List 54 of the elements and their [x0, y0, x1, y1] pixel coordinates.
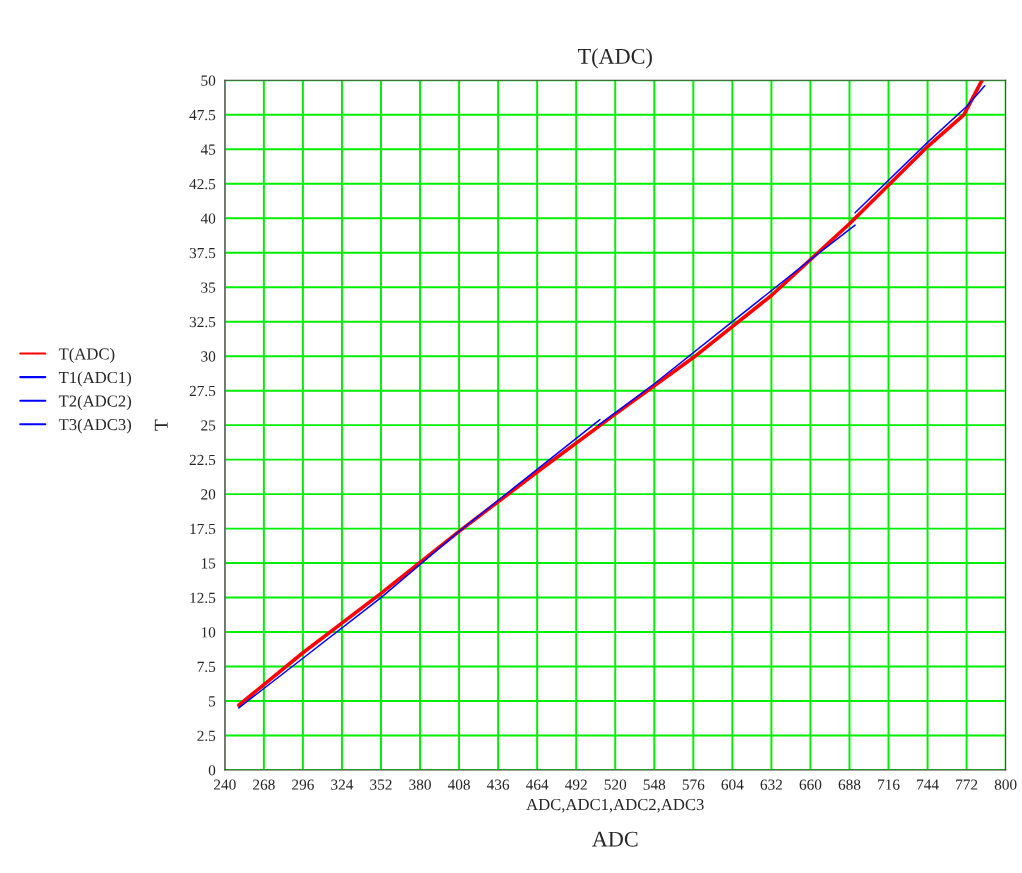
legend-label: T2(ADC2) — [58, 394, 132, 411]
x-tick-label: 268 — [253, 779, 275, 790]
x-tick-label: 436 — [486, 779, 510, 790]
x-tick-label: 716 — [878, 779, 900, 790]
x-tick-label: 576 — [682, 779, 705, 790]
y-axis-title: T — [154, 419, 168, 431]
text: ADC — [592, 831, 638, 847]
line-series — [854, 85, 986, 214]
y-tick-label: 42.5 — [189, 178, 216, 190]
legend-label: T3(ADC3) — [58, 418, 132, 434]
chart-title: T(ADC) — [578, 48, 652, 69]
legend-label: T(ADC) — [58, 347, 115, 363]
y-tick-label: 25 — [201, 420, 216, 431]
legend-label: T1(ADC1) — [58, 371, 132, 387]
x-tick-label: 492 — [565, 779, 587, 790]
x-tick-label: 660 — [799, 779, 822, 790]
x-tick-label: 296 — [292, 779, 314, 790]
x-tick-label: 380 — [409, 779, 431, 790]
x-tick-label: 744 — [917, 779, 939, 790]
y-tick-label: 20 — [201, 489, 216, 500]
y-tick-label: 47.5 — [189, 110, 216, 121]
x-tick-label: 240 — [214, 779, 236, 790]
y-tick-label: 40 — [200, 213, 216, 224]
x-tick-label: 632 — [760, 779, 783, 790]
y-tick-label: 30 — [201, 351, 216, 362]
y-tick-label: 10 — [201, 627, 216, 638]
x-tick-label: 604 — [721, 779, 744, 790]
y-tick-label: 35 — [201, 282, 216, 293]
y-tick-label: 17.5 — [190, 523, 216, 535]
x-tick-label: 548 — [643, 779, 666, 790]
x-axis-title: ADC,ADC1,ADC2,ADC3 — [526, 798, 704, 813]
x-tick-label: 464 — [526, 779, 549, 790]
x-tick-label: 324 — [331, 779, 354, 790]
y-tick-label: 22.5 — [189, 454, 216, 466]
y-tick-label: 7.5 — [197, 661, 216, 673]
y-tick-label: 12.5 — [190, 592, 216, 604]
line-series — [238, 418, 601, 709]
y-tick-label: 32.5 — [189, 316, 216, 328]
x-tick-label: 520 — [604, 779, 627, 790]
x-tick-label: 688 — [838, 779, 861, 790]
x-tick-label: 772 — [956, 779, 978, 790]
x-tick-label: 408 — [447, 779, 470, 790]
y-tick-label: 27.5 — [189, 385, 216, 397]
y-tick-label: 45 — [200, 144, 216, 155]
y-tick-label: 2.5 — [197, 730, 216, 742]
x-tick-label: 800 — [994, 779, 1017, 790]
line-series — [597, 224, 856, 426]
line-series — [236, 80, 984, 707]
y-tick-label: 37.5 — [189, 247, 216, 259]
y-tick-label: 0 — [208, 765, 216, 776]
y-tick-label: 50 — [201, 75, 216, 86]
x-tick-label: 352 — [370, 779, 392, 790]
y-tick-label: 15 — [201, 558, 216, 569]
y-tick-label: 5 — [209, 696, 216, 707]
